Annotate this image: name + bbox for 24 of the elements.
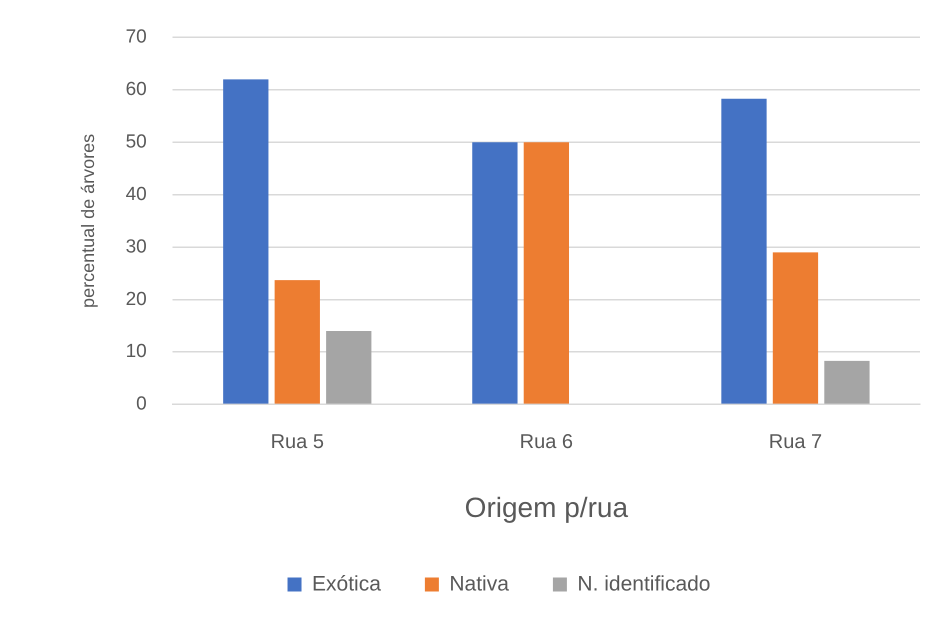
y-tick-label: 60 — [126, 79, 147, 100]
bar — [326, 331, 372, 404]
bar — [274, 280, 320, 404]
y-tick-label: 40 — [126, 184, 147, 205]
x-tick-label: Rua 6 — [520, 430, 574, 453]
y-tick-label: 20 — [126, 288, 147, 310]
y-tick-label: 70 — [126, 26, 147, 48]
x-tick-label: Rua 5 — [270, 430, 324, 453]
bar — [472, 142, 518, 404]
x-tick-label: Rua 7 — [768, 430, 822, 453]
bar — [524, 142, 570, 404]
legend-label: Nativa — [449, 572, 510, 596]
y-axis-title: percentual de árvores — [78, 134, 98, 308]
bar — [824, 360, 870, 404]
legend-label: Exótica — [312, 572, 382, 596]
legend-label: N. identificado — [577, 572, 710, 596]
bar — [223, 79, 268, 404]
y-tick-label: 10 — [126, 341, 147, 362]
y-tick-label: 50 — [126, 131, 147, 152]
bar — [772, 252, 818, 404]
x-axis-title: Origem p/rua — [464, 492, 628, 523]
y-tick-label: 30 — [126, 236, 147, 258]
bar — [721, 98, 767, 404]
y-tick-label: 0 — [136, 394, 147, 415]
